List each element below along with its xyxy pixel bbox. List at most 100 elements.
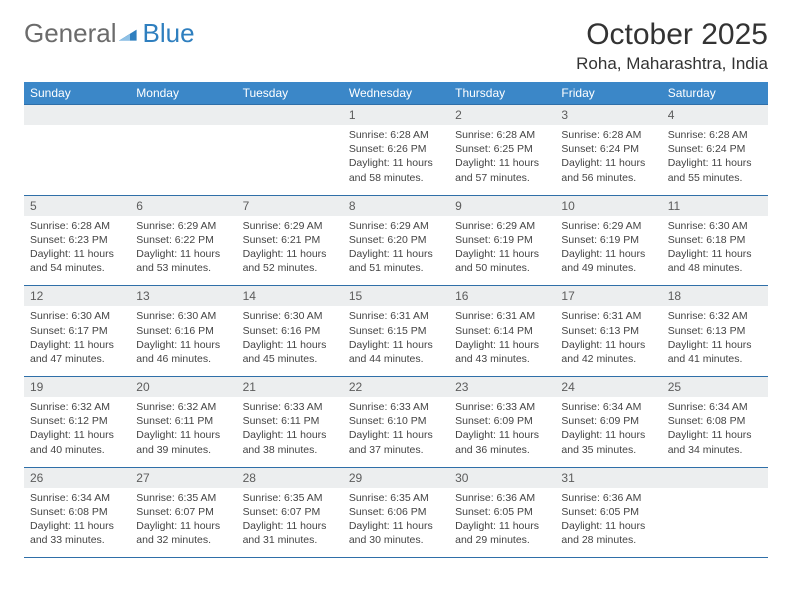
day-number: 19 [24,377,130,397]
month-title: October 2025 [576,18,768,52]
calendar-day-cell: 15Sunrise: 6:31 AMSunset: 6:15 PMDayligh… [343,286,449,377]
weekday-header-row: Sunday Monday Tuesday Wednesday Thursday… [24,82,768,105]
calendar-day-cell: 30Sunrise: 6:36 AMSunset: 6:05 PMDayligh… [449,467,555,558]
day-details: Sunrise: 6:32 AMSunset: 6:12 PMDaylight:… [24,397,130,467]
calendar-day-cell: 29Sunrise: 6:35 AMSunset: 6:06 PMDayligh… [343,467,449,558]
day-number: 22 [343,377,449,397]
day-details: Sunrise: 6:36 AMSunset: 6:05 PMDaylight:… [449,488,555,558]
calendar-day-cell: 22Sunrise: 6:33 AMSunset: 6:10 PMDayligh… [343,377,449,468]
calendar-day-cell: 20Sunrise: 6:32 AMSunset: 6:11 PMDayligh… [130,377,236,468]
day-number: 31 [555,468,661,488]
weekday-header: Monday [130,82,236,105]
day-number: 27 [130,468,236,488]
weekday-header: Thursday [449,82,555,105]
weekday-header: Wednesday [343,82,449,105]
calendar-day-cell: 19Sunrise: 6:32 AMSunset: 6:12 PMDayligh… [24,377,130,468]
calendar-week-row: 26Sunrise: 6:34 AMSunset: 6:08 PMDayligh… [24,467,768,558]
calendar-day-cell [24,105,130,196]
calendar-week-row: 1Sunrise: 6:28 AMSunset: 6:26 PMDaylight… [24,105,768,196]
day-number: 24 [555,377,661,397]
location: Roha, Maharashtra, India [576,54,768,74]
calendar-day-cell: 23Sunrise: 6:33 AMSunset: 6:09 PMDayligh… [449,377,555,468]
day-details: Sunrise: 6:28 AMSunset: 6:24 PMDaylight:… [662,125,768,195]
day-details: Sunrise: 6:34 AMSunset: 6:08 PMDaylight:… [24,488,130,558]
weekday-header: Tuesday [237,82,343,105]
day-details: Sunrise: 6:31 AMSunset: 6:15 PMDaylight:… [343,306,449,376]
day-number: 4 [662,105,768,125]
day-details: Sunrise: 6:34 AMSunset: 6:09 PMDaylight:… [555,397,661,467]
calendar-day-cell: 17Sunrise: 6:31 AMSunset: 6:13 PMDayligh… [555,286,661,377]
day-details: Sunrise: 6:30 AMSunset: 6:16 PMDaylight:… [237,306,343,376]
day-number: 2 [449,105,555,125]
calendar-day-cell [662,467,768,558]
weekday-header: Friday [555,82,661,105]
day-details: Sunrise: 6:29 AMSunset: 6:19 PMDaylight:… [555,216,661,286]
calendar-day-cell: 14Sunrise: 6:30 AMSunset: 6:16 PMDayligh… [237,286,343,377]
day-number: 14 [237,286,343,306]
calendar-day-cell: 26Sunrise: 6:34 AMSunset: 6:08 PMDayligh… [24,467,130,558]
header: General Blue October 2025 Roha, Maharash… [24,18,768,74]
calendar-week-row: 5Sunrise: 6:28 AMSunset: 6:23 PMDaylight… [24,195,768,286]
calendar-day-cell: 5Sunrise: 6:28 AMSunset: 6:23 PMDaylight… [24,195,130,286]
day-number: 30 [449,468,555,488]
day-details: Sunrise: 6:28 AMSunset: 6:26 PMDaylight:… [343,125,449,195]
day-details: Sunrise: 6:33 AMSunset: 6:10 PMDaylight:… [343,397,449,467]
day-number: 3 [555,105,661,125]
day-number: 12 [24,286,130,306]
day-number: 25 [662,377,768,397]
calendar-day-cell: 12Sunrise: 6:30 AMSunset: 6:17 PMDayligh… [24,286,130,377]
day-number: 28 [237,468,343,488]
day-number: 10 [555,196,661,216]
day-number: 29 [343,468,449,488]
logo-triangle-icon [119,23,141,45]
day-number: 20 [130,377,236,397]
day-details: Sunrise: 6:35 AMSunset: 6:06 PMDaylight:… [343,488,449,558]
day-number: 9 [449,196,555,216]
calendar-day-cell: 18Sunrise: 6:32 AMSunset: 6:13 PMDayligh… [662,286,768,377]
day-details: Sunrise: 6:34 AMSunset: 6:08 PMDaylight:… [662,397,768,467]
day-details: Sunrise: 6:29 AMSunset: 6:22 PMDaylight:… [130,216,236,286]
calendar-body: 1Sunrise: 6:28 AMSunset: 6:26 PMDaylight… [24,105,768,558]
day-number: 18 [662,286,768,306]
day-number: 8 [343,196,449,216]
weekday-header: Sunday [24,82,130,105]
day-details: Sunrise: 6:30 AMSunset: 6:18 PMDaylight:… [662,216,768,286]
day-details: Sunrise: 6:33 AMSunset: 6:09 PMDaylight:… [449,397,555,467]
day-details: Sunrise: 6:30 AMSunset: 6:16 PMDaylight:… [130,306,236,376]
day-number: 23 [449,377,555,397]
calendar-day-cell [237,105,343,196]
calendar-day-cell: 8Sunrise: 6:29 AMSunset: 6:20 PMDaylight… [343,195,449,286]
day-details: Sunrise: 6:35 AMSunset: 6:07 PMDaylight:… [130,488,236,558]
calendar-day-cell: 13Sunrise: 6:30 AMSunset: 6:16 PMDayligh… [130,286,236,377]
calendar-day-cell: 9Sunrise: 6:29 AMSunset: 6:19 PMDaylight… [449,195,555,286]
day-number: 11 [662,196,768,216]
weekday-header: Saturday [662,82,768,105]
day-details: Sunrise: 6:33 AMSunset: 6:11 PMDaylight:… [237,397,343,467]
calendar-day-cell: 28Sunrise: 6:35 AMSunset: 6:07 PMDayligh… [237,467,343,558]
calendar-day-cell: 31Sunrise: 6:36 AMSunset: 6:05 PMDayligh… [555,467,661,558]
brand-word1: General [24,18,117,49]
day-number: 13 [130,286,236,306]
calendar-table: Sunday Monday Tuesday Wednesday Thursday… [24,82,768,558]
day-details: Sunrise: 6:36 AMSunset: 6:05 PMDaylight:… [555,488,661,558]
day-details: Sunrise: 6:28 AMSunset: 6:24 PMDaylight:… [555,125,661,195]
day-details: Sunrise: 6:32 AMSunset: 6:13 PMDaylight:… [662,306,768,376]
calendar-week-row: 19Sunrise: 6:32 AMSunset: 6:12 PMDayligh… [24,377,768,468]
calendar-day-cell: 21Sunrise: 6:33 AMSunset: 6:11 PMDayligh… [237,377,343,468]
brand-word2: Blue [143,18,195,49]
calendar-day-cell: 16Sunrise: 6:31 AMSunset: 6:14 PMDayligh… [449,286,555,377]
day-details: Sunrise: 6:29 AMSunset: 6:21 PMDaylight:… [237,216,343,286]
day-number: 16 [449,286,555,306]
day-number: 17 [555,286,661,306]
calendar-day-cell: 7Sunrise: 6:29 AMSunset: 6:21 PMDaylight… [237,195,343,286]
day-details: Sunrise: 6:29 AMSunset: 6:19 PMDaylight:… [449,216,555,286]
day-number: 6 [130,196,236,216]
day-number: 15 [343,286,449,306]
calendar-day-cell: 10Sunrise: 6:29 AMSunset: 6:19 PMDayligh… [555,195,661,286]
day-number: 1 [343,105,449,125]
day-details: Sunrise: 6:28 AMSunset: 6:25 PMDaylight:… [449,125,555,195]
calendar-day-cell [130,105,236,196]
calendar-day-cell: 25Sunrise: 6:34 AMSunset: 6:08 PMDayligh… [662,377,768,468]
calendar-day-cell: 27Sunrise: 6:35 AMSunset: 6:07 PMDayligh… [130,467,236,558]
day-details: Sunrise: 6:28 AMSunset: 6:23 PMDaylight:… [24,216,130,286]
